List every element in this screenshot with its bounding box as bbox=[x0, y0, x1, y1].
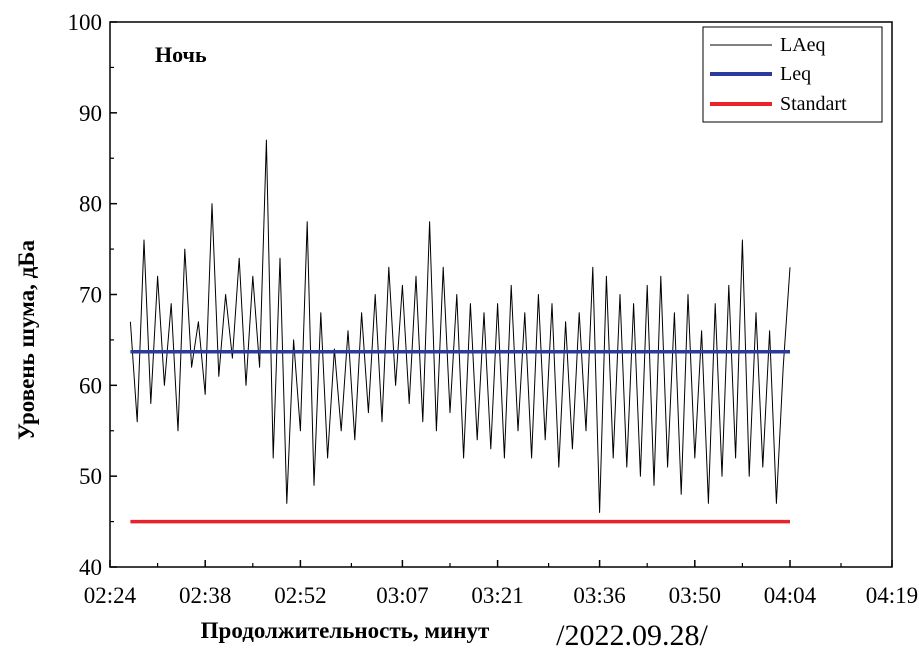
legend-label-standart: Standart bbox=[780, 93, 847, 115]
x-tick-label: 02:52 bbox=[274, 583, 326, 608]
x-tick-label: 03:36 bbox=[573, 583, 625, 608]
y-tick-label: 40 bbox=[79, 555, 102, 580]
x-tick-label: 02:24 bbox=[84, 583, 137, 608]
y-axis-title: Уровень шума, дБа bbox=[14, 240, 39, 440]
legend-label-leq: Leq bbox=[780, 63, 811, 85]
y-tick-label: 60 bbox=[79, 373, 102, 398]
legend: LAeq Leq Standart bbox=[702, 26, 883, 123]
axes: 40 50 60 70 80 90 100 02:24 02:38 02:52 03:07 03:21… bbox=[68, 10, 919, 608]
legend-label-laeq: LAeq bbox=[780, 34, 826, 56]
x-tick-label: 03:21 bbox=[471, 583, 523, 608]
x-tick-label: 02:38 bbox=[179, 583, 231, 608]
date-note: /2022.09.28/ bbox=[556, 619, 708, 652]
x-axis-title: Продолжительность, минут bbox=[201, 618, 490, 643]
night-annotation: Ночь bbox=[155, 42, 207, 67]
y-tick-label: 90 bbox=[79, 101, 102, 126]
x-tick-label: 04:04 bbox=[764, 583, 817, 608]
x-tick-label: 03:50 bbox=[669, 583, 721, 608]
x-tick-label: 04:19 bbox=[866, 583, 918, 608]
y-tick-label: 70 bbox=[79, 283, 102, 308]
series-line-laeq bbox=[129, 139, 791, 513]
y-tick-label: 50 bbox=[79, 464, 102, 489]
x-tick-label: 03:07 bbox=[376, 583, 428, 608]
y-tick-label: 100 bbox=[68, 10, 103, 35]
y-tick-label: 80 bbox=[79, 192, 102, 217]
plot-series bbox=[129, 139, 791, 524]
